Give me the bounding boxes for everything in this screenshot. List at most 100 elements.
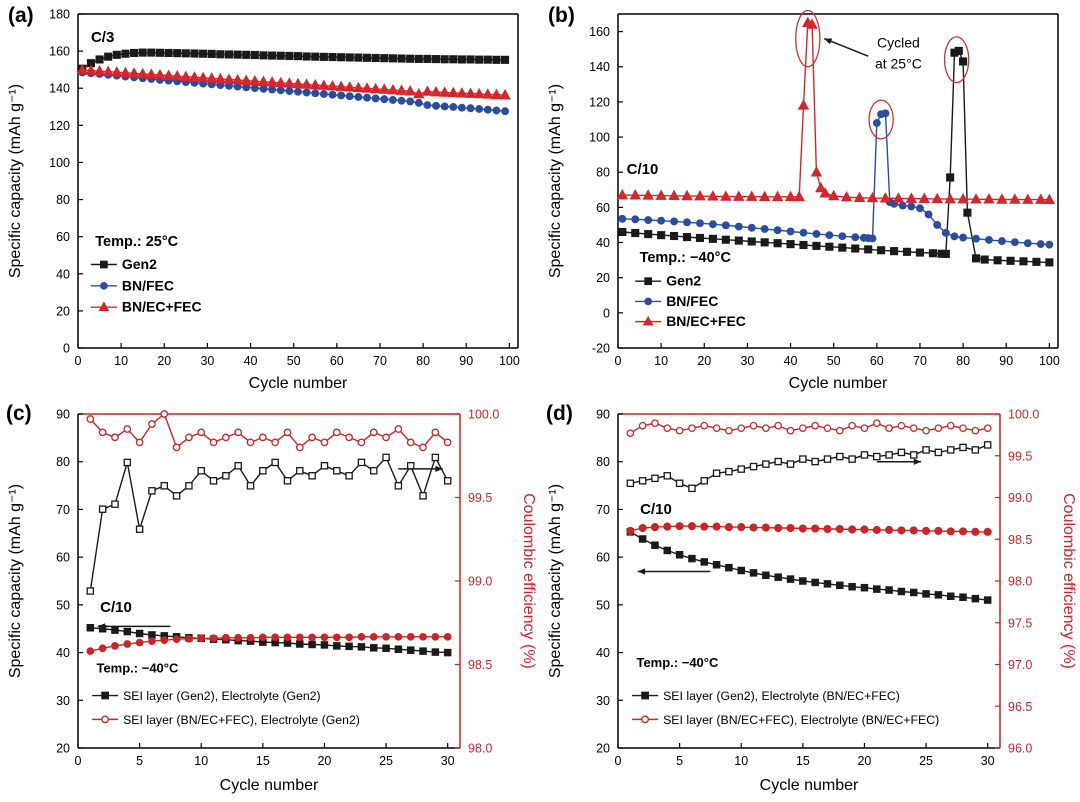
svg-text:80: 80 — [56, 455, 70, 469]
panel-label-d: (d) — [546, 402, 573, 425]
svg-text:40: 40 — [56, 646, 70, 660]
svg-text:5: 5 — [136, 754, 143, 768]
svg-text:15: 15 — [256, 754, 270, 768]
svg-text:90: 90 — [459, 354, 473, 368]
svg-text:Specific capacity (mAh g⁻¹): Specific capacity (mAh g⁻¹) — [547, 84, 564, 278]
svg-text:30: 30 — [200, 354, 214, 368]
svg-text:10: 10 — [194, 754, 208, 768]
svg-text:99.0: 99.0 — [468, 575, 492, 589]
svg-text:0: 0 — [63, 342, 70, 356]
svg-text:99.5: 99.5 — [1008, 449, 1032, 463]
svg-text:20: 20 — [697, 354, 711, 368]
svg-text:30: 30 — [740, 354, 754, 368]
svg-text:98.5: 98.5 — [1008, 533, 1032, 547]
svg-text:10: 10 — [114, 354, 128, 368]
svg-text:30: 30 — [981, 754, 995, 768]
svg-text:160: 160 — [589, 25, 610, 39]
svg-text:120: 120 — [589, 95, 610, 109]
panel-label-c: (c) — [6, 402, 32, 425]
svg-text:Gen2: Gen2 — [666, 273, 701, 289]
svg-text:160: 160 — [49, 45, 70, 59]
svg-text:70: 70 — [596, 503, 610, 517]
chart-panel-d: 0 5 10 15 20 25 30 20 30 40 50 60 70 80 90 96.0 96.5 97.0… — [547, 408, 1077, 795]
svg-text:C/3: C/3 — [91, 29, 114, 46]
svg-text:SEI layer (BN/EC+FEC), Electro: SEI layer (BN/EC+FEC), Electrolyte (BN/E… — [663, 713, 939, 727]
svg-text:50: 50 — [287, 354, 301, 368]
svg-text:60: 60 — [596, 201, 610, 215]
svg-text:40: 40 — [596, 646, 610, 660]
svg-text:60: 60 — [330, 354, 344, 368]
svg-text:40: 40 — [244, 354, 258, 368]
svg-text:60: 60 — [56, 551, 70, 565]
svg-text:0: 0 — [75, 754, 82, 768]
svg-text:70: 70 — [913, 354, 927, 368]
svg-text:Cycle number: Cycle number — [220, 777, 319, 794]
svg-text:25: 25 — [919, 754, 933, 768]
svg-text:C/10: C/10 — [640, 501, 672, 518]
svg-text:Temp.: −40°C: Temp.: −40°C — [640, 250, 732, 266]
svg-text:Coulombic efficiency (%): Coulombic efficiency (%) — [1060, 493, 1077, 669]
svg-text:SEI layer (Gen2), Electrolyte: SEI layer (Gen2), Electrolyte (BN/EC+FEC… — [663, 689, 900, 703]
svg-text:98.5: 98.5 — [468, 658, 492, 672]
svg-text:40: 40 — [784, 354, 798, 368]
svg-text:80: 80 — [56, 193, 70, 207]
svg-text:99.0: 99.0 — [1008, 491, 1032, 505]
svg-text:97.5: 97.5 — [1008, 616, 1032, 630]
svg-text:20: 20 — [317, 754, 331, 768]
svg-text:-20: -20 — [592, 342, 610, 356]
svg-text:BN/EC+FEC: BN/EC+FEC — [666, 313, 746, 329]
svg-text:0: 0 — [603, 306, 610, 320]
svg-text:50: 50 — [827, 354, 841, 368]
svg-text:0: 0 — [75, 354, 82, 368]
svg-text:100.0: 100.0 — [468, 408, 499, 422]
chart-panel-a: 0 10 20 30 40 50 60 70 80 90 100 0 20 40 60 80 100 120 140… — [7, 8, 520, 393]
svg-text:20: 20 — [596, 742, 610, 756]
svg-text:Specific capacity (mAh g⁻¹): Specific capacity (mAh g⁻¹) — [7, 484, 24, 678]
svg-text:SEI layer (BN/EC+FEC), Electro: SEI layer (BN/EC+FEC), Electrolyte (Gen2… — [123, 713, 360, 727]
svg-text:100: 100 — [499, 354, 520, 368]
svg-text:20: 20 — [857, 754, 871, 768]
svg-text:96.5: 96.5 — [1008, 700, 1032, 714]
svg-text:SEI layer (Gen2), Electrolyte: SEI layer (Gen2), Electrolyte (Gen2) — [123, 689, 321, 703]
svg-text:Temp.: −40°C: Temp.: −40°C — [96, 661, 179, 676]
svg-text:10: 10 — [734, 754, 748, 768]
svg-text:70: 70 — [373, 354, 387, 368]
svg-text:80: 80 — [956, 354, 970, 368]
svg-text:30: 30 — [441, 754, 455, 768]
svg-text:98.0: 98.0 — [468, 742, 492, 756]
svg-text:25: 25 — [379, 754, 393, 768]
svg-text:120: 120 — [49, 119, 70, 133]
svg-text:99.5: 99.5 — [468, 491, 492, 505]
svg-text:80: 80 — [596, 166, 610, 180]
svg-text:30: 30 — [596, 694, 610, 708]
svg-text:Specific capacity (mAh g⁻¹): Specific capacity (mAh g⁻¹) — [7, 84, 24, 278]
svg-text:60: 60 — [596, 551, 610, 565]
svg-text:Temp.: 25°C: Temp.: 25°C — [95, 234, 178, 250]
svg-text:BN/EC+FEC: BN/EC+FEC — [122, 299, 202, 315]
svg-text:20: 20 — [157, 354, 171, 368]
svg-text:80: 80 — [416, 354, 430, 368]
panel-label-a: (a) — [8, 4, 34, 27]
svg-text:Coulombic efficiency (%): Coulombic efficiency (%) — [520, 493, 537, 669]
svg-text:100: 100 — [1039, 354, 1060, 368]
svg-text:10: 10 — [654, 354, 668, 368]
svg-text:100.0: 100.0 — [1008, 408, 1039, 422]
svg-text:40: 40 — [596, 236, 610, 250]
svg-text:80: 80 — [596, 455, 610, 469]
svg-text:Gen2: Gen2 — [122, 256, 157, 272]
svg-text:140: 140 — [49, 82, 70, 96]
chart-panel-c: 0 5 10 15 20 25 30 20 30 40 50 60 70 80 90 98.0 98.5 99.0… — [7, 408, 537, 795]
svg-text:Temp.: −40°C: Temp.: −40°C — [636, 655, 719, 670]
svg-text:BN/FEC: BN/FEC — [666, 293, 718, 309]
svg-text:20: 20 — [56, 304, 70, 318]
svg-text:90: 90 — [596, 408, 610, 422]
svg-text:Cycled: Cycled — [877, 34, 920, 50]
svg-text:30: 30 — [56, 694, 70, 708]
svg-text:5: 5 — [676, 754, 683, 768]
svg-text:20: 20 — [56, 742, 70, 756]
svg-text:60: 60 — [56, 230, 70, 244]
svg-text:Cycle number: Cycle number — [760, 777, 859, 794]
svg-text:50: 50 — [56, 598, 70, 612]
svg-text:Specific capacity (mAh g⁻¹): Specific capacity (mAh g⁻¹) — [547, 484, 564, 678]
svg-text:100: 100 — [49, 156, 70, 170]
